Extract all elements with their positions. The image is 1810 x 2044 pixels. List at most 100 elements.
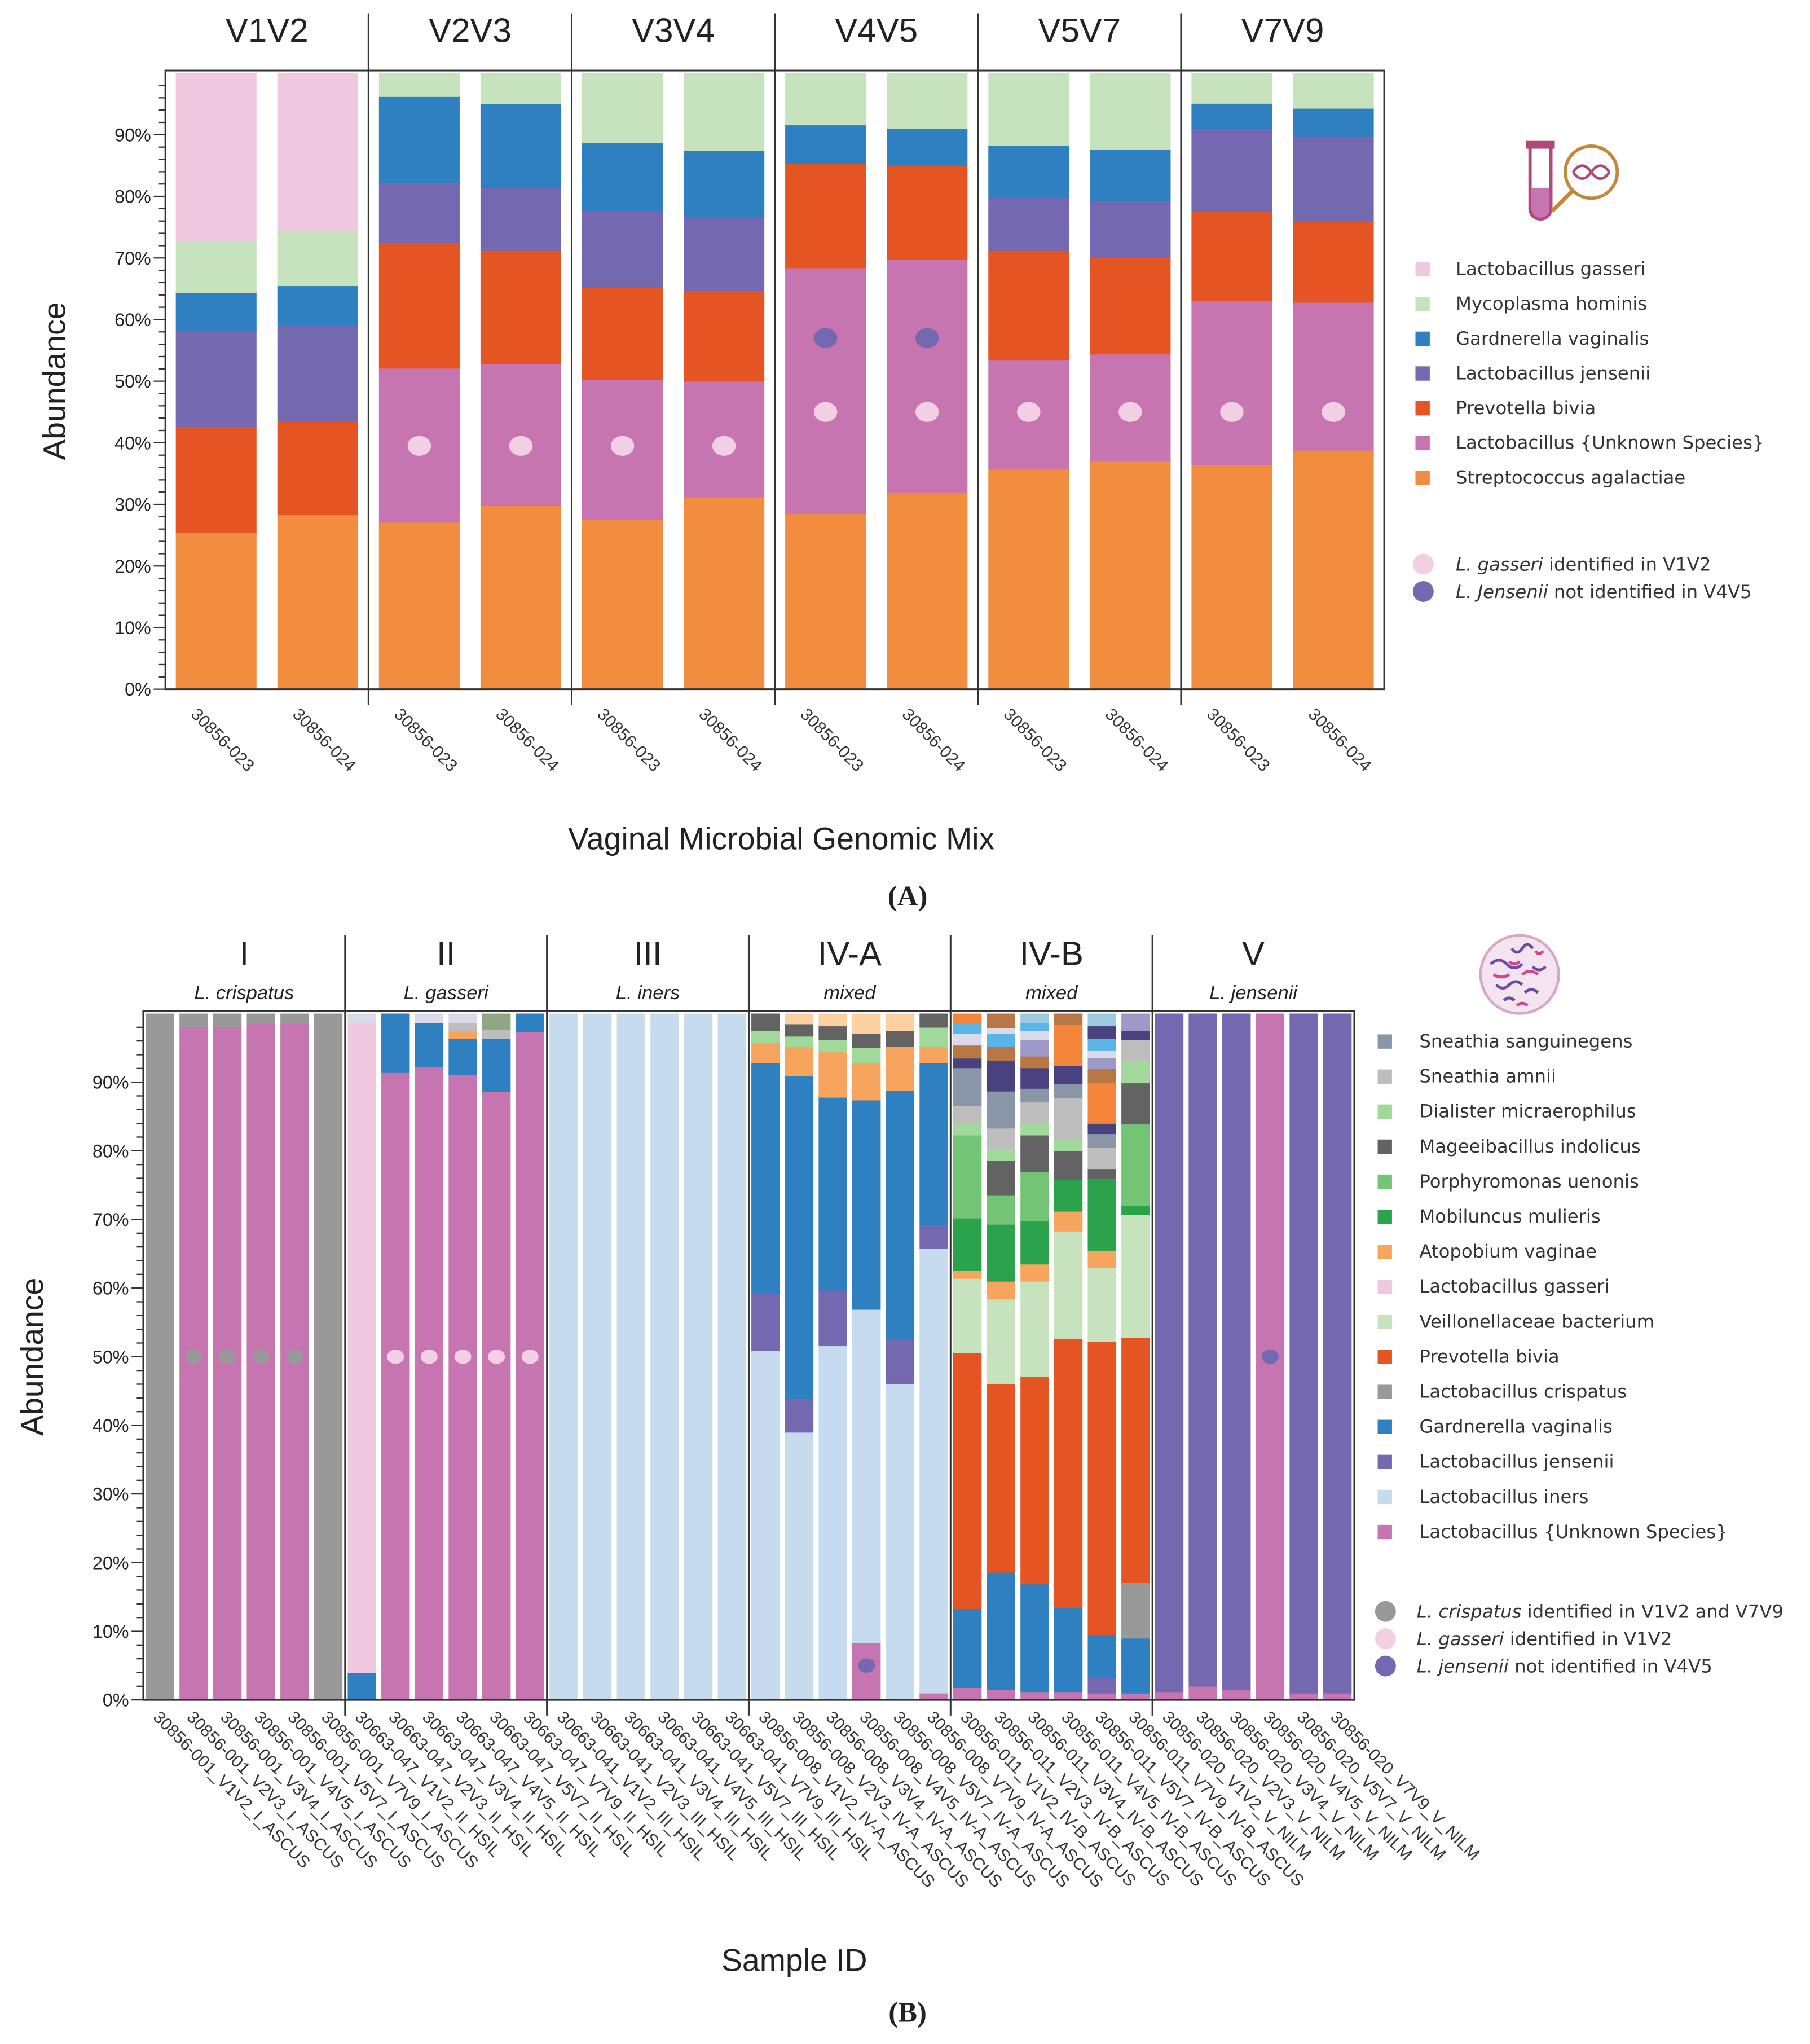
- bar-segment-veil: [1020, 1281, 1049, 1377]
- bar-segment-x_lightsky: [1020, 1013, 1049, 1023]
- bar-segment-iners: [886, 1383, 915, 1700]
- bar-segment-prev: [988, 250, 1069, 361]
- bar-segment-jens: [1289, 1013, 1318, 1694]
- bar-segment-jens: [1293, 136, 1374, 222]
- bar-segment-dial: [1121, 1060, 1150, 1084]
- marker-dot-gas: [509, 436, 533, 456]
- bar-segment-gard: [175, 292, 257, 331]
- legend-marker-text: identified in V1V2 and V7V9: [1521, 1601, 1783, 1623]
- bar-segment-iners: [919, 1248, 948, 1694]
- legend-swatch-strep: [1415, 471, 1430, 485]
- bar-segment-myco: [684, 73, 765, 151]
- bar-segment-mag: [818, 1026, 847, 1040]
- legend-label: Porphyromonas uenonis: [1419, 1171, 1639, 1192]
- bar-segment-strep: [480, 505, 562, 690]
- bar-segment-mob: [1054, 1179, 1083, 1212]
- bar-segment-porph: [1121, 1124, 1150, 1206]
- marker-dot-gas: [1220, 402, 1244, 422]
- bar-segment-atop: [987, 1281, 1015, 1300]
- group-header: V1V2: [226, 11, 309, 49]
- legend-swatch-porph: [1377, 1174, 1392, 1189]
- bar-segment-jens: [886, 1339, 915, 1384]
- legend-swatch-mag: [1377, 1139, 1392, 1154]
- bar-segment-jens: [818, 1290, 847, 1347]
- y-tick-label: 50%: [93, 1347, 129, 1367]
- bar-segment-gard: [1087, 1634, 1116, 1678]
- bar-segment-gard: [751, 1063, 780, 1294]
- plot-frame: [164, 69, 1385, 691]
- bar-segment-gard: [448, 1038, 477, 1075]
- bar-segment-jens: [1188, 1013, 1217, 1687]
- legend-marker-crisp: [1375, 1601, 1396, 1622]
- bar-segment-mag: [1087, 1168, 1116, 1179]
- x-tick-label: 30856-024: [289, 705, 359, 775]
- bar-segment-strep: [175, 533, 257, 690]
- bar-segment-gard: [988, 145, 1069, 198]
- bar-segment-iners: [583, 1013, 612, 1700]
- legend-marker-label: L. crispatus identified in V1V2 and V7V9: [1417, 1601, 1783, 1623]
- bar-segment-jens: [1191, 128, 1272, 213]
- legend-swatch-jens: [1377, 1454, 1392, 1470]
- y-tick-label: 30%: [93, 1484, 129, 1505]
- bar-segment-jens: [582, 210, 663, 288]
- bar-segment-x_peach: [886, 1013, 915, 1031]
- plot-frame: [142, 1010, 1355, 1701]
- x-axis-label: Sample ID: [721, 1942, 867, 1977]
- bar-segment-porph: [953, 1135, 982, 1219]
- legend-label: Gardnerella vaginalis: [1456, 328, 1649, 349]
- bar-segment-strep: [785, 513, 866, 690]
- x-tick-label: 30856-023: [593, 705, 664, 775]
- legend-marker-label: L. jensenii not identified in V4V5: [1417, 1656, 1712, 1677]
- panel-label: (B): [888, 1996, 927, 2028]
- bar-segment-unk: [1020, 1691, 1049, 1700]
- legend-marker-label: L. gasseri identified in V1V2: [1417, 1628, 1672, 1650]
- bar-segment-veil: [953, 1278, 982, 1353]
- bar-segment-x_lav: [1087, 1057, 1116, 1069]
- x-tick-label: 30856-024: [899, 705, 969, 775]
- group-subtitle: L. iners: [616, 982, 680, 1004]
- bar-segment-strep: [582, 520, 663, 690]
- bar-segment-iners: [650, 1013, 679, 1700]
- bar-segment-gard: [987, 1572, 1015, 1690]
- bar-segment-unk: [482, 1092, 511, 1700]
- group-subtitle: mixed: [823, 982, 877, 1004]
- bar-segment-strep: [1090, 461, 1171, 690]
- bar-segment-prev: [1293, 221, 1374, 303]
- bar-segment-strep: [684, 496, 765, 690]
- bar-segment-x_navy: [1054, 1065, 1083, 1084]
- y-tick-label: 10%: [114, 618, 151, 638]
- bar-segment-x_palelav: [1020, 1030, 1049, 1040]
- bar-segment-prev: [953, 1352, 982, 1610]
- bar-segment-x_peach: [785, 1013, 814, 1025]
- legend-swatch-mob: [1377, 1209, 1392, 1224]
- bar-segment-atop: [919, 1046, 948, 1063]
- group-header: V2V3: [429, 11, 512, 49]
- x-tick-label: 30856-024: [1102, 705, 1172, 775]
- bar-segment-x_navy: [1087, 1026, 1116, 1039]
- bar-segment-mob: [1087, 1178, 1116, 1251]
- bar-segment-unk: [1155, 1691, 1184, 1700]
- marker-dot-gas: [813, 402, 838, 422]
- bar-segment-myco: [582, 73, 663, 143]
- bar-segment-x_palelav: [1087, 1050, 1116, 1058]
- marker-dot-crisp: [252, 1350, 270, 1364]
- bar-segment-jens: [785, 1399, 814, 1433]
- bar-segment-jens: [378, 183, 460, 243]
- legend-marker-species: L. gasseri: [1456, 554, 1543, 575]
- legend-label: Lactobacillus crispatus: [1419, 1381, 1627, 1403]
- panel-label: (A): [888, 880, 927, 912]
- legend-label: Streptococcus agalactiae: [1456, 467, 1685, 488]
- x-tick-label: 30856-024: [1305, 705, 1375, 775]
- legend-label: Sneathia amnii: [1419, 1066, 1556, 1087]
- legend-marker-species: L. jensenii: [1417, 1656, 1509, 1677]
- legend-marker-text: identified in V1V2: [1543, 554, 1711, 575]
- bar-segment-samnii: [987, 1128, 1015, 1149]
- bar-segment-gas: [175, 73, 257, 242]
- bar-segment-x_palelav: [448, 1013, 477, 1023]
- bar-segment-dial: [953, 1122, 982, 1136]
- y-tick-label: 0%: [125, 679, 151, 700]
- legend-swatch-samnii: [1377, 1069, 1392, 1084]
- bar-segment-atop: [448, 1030, 477, 1039]
- bar-segment-samnii: [1054, 1098, 1083, 1141]
- bar-segment-gas: [347, 1022, 376, 1673]
